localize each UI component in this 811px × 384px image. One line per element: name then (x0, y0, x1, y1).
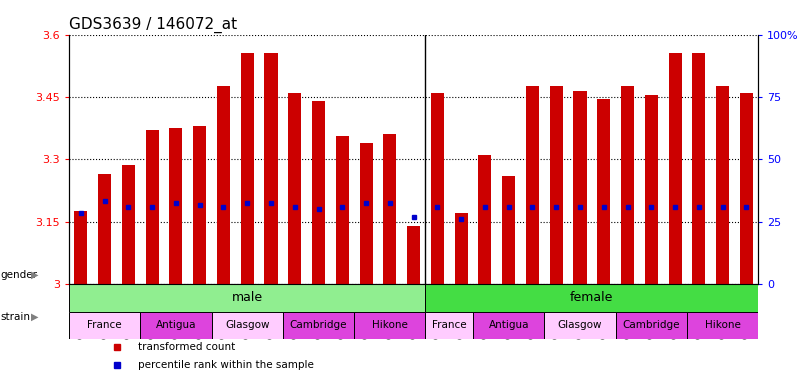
Text: percentile rank within the sample: percentile rank within the sample (138, 360, 314, 370)
Bar (122, 166, 135, 284)
Text: gender: gender (1, 270, 38, 280)
Bar (716, 86, 729, 284)
Bar (740, 93, 753, 284)
Text: strain: strain (1, 312, 31, 322)
Bar (75, 211, 88, 284)
Bar (283, 311, 354, 339)
Bar (431, 93, 444, 284)
Bar (359, 142, 372, 284)
Bar (426, 284, 758, 311)
Bar (288, 93, 302, 284)
Bar (69, 284, 426, 311)
Bar (597, 99, 611, 284)
Bar (407, 226, 420, 284)
Bar (264, 53, 277, 284)
Bar (354, 311, 426, 339)
Bar (455, 213, 468, 284)
Text: Hikone: Hikone (705, 320, 740, 330)
Text: male: male (232, 291, 263, 304)
Bar (621, 86, 634, 284)
Text: Cambridge: Cambridge (290, 320, 347, 330)
Text: Antigua: Antigua (488, 320, 529, 330)
Text: ▶: ▶ (31, 312, 38, 322)
Text: Glasgow: Glasgow (558, 320, 603, 330)
Text: France: France (432, 320, 466, 330)
Text: transformed count: transformed count (138, 341, 235, 352)
Bar (693, 53, 706, 284)
Bar (426, 311, 473, 339)
Bar (645, 95, 658, 284)
Bar (69, 311, 140, 339)
Bar (473, 311, 544, 339)
Bar (573, 91, 586, 284)
Bar (169, 128, 182, 284)
Text: Cambridge: Cambridge (623, 320, 680, 330)
Bar (312, 101, 325, 284)
Text: France: France (88, 320, 122, 330)
Bar (384, 134, 397, 284)
Bar (217, 86, 230, 284)
Bar (98, 174, 111, 284)
Bar (146, 130, 159, 284)
Text: GDS3639 / 146072_at: GDS3639 / 146072_at (69, 17, 237, 33)
Bar (212, 311, 283, 339)
Bar (544, 311, 616, 339)
Text: Antigua: Antigua (156, 320, 196, 330)
Bar (687, 311, 758, 339)
Bar (526, 86, 539, 284)
Bar (241, 53, 254, 284)
Bar (616, 311, 687, 339)
Bar (193, 126, 206, 284)
Text: female: female (570, 291, 614, 304)
Bar (668, 53, 681, 284)
Bar (336, 136, 349, 284)
Bar (478, 155, 491, 284)
Bar (140, 311, 212, 339)
Bar (502, 176, 515, 284)
Text: ▶: ▶ (31, 270, 38, 280)
Bar (550, 86, 563, 284)
Text: Hikone: Hikone (372, 320, 408, 330)
Text: Glasgow: Glasgow (225, 320, 269, 330)
